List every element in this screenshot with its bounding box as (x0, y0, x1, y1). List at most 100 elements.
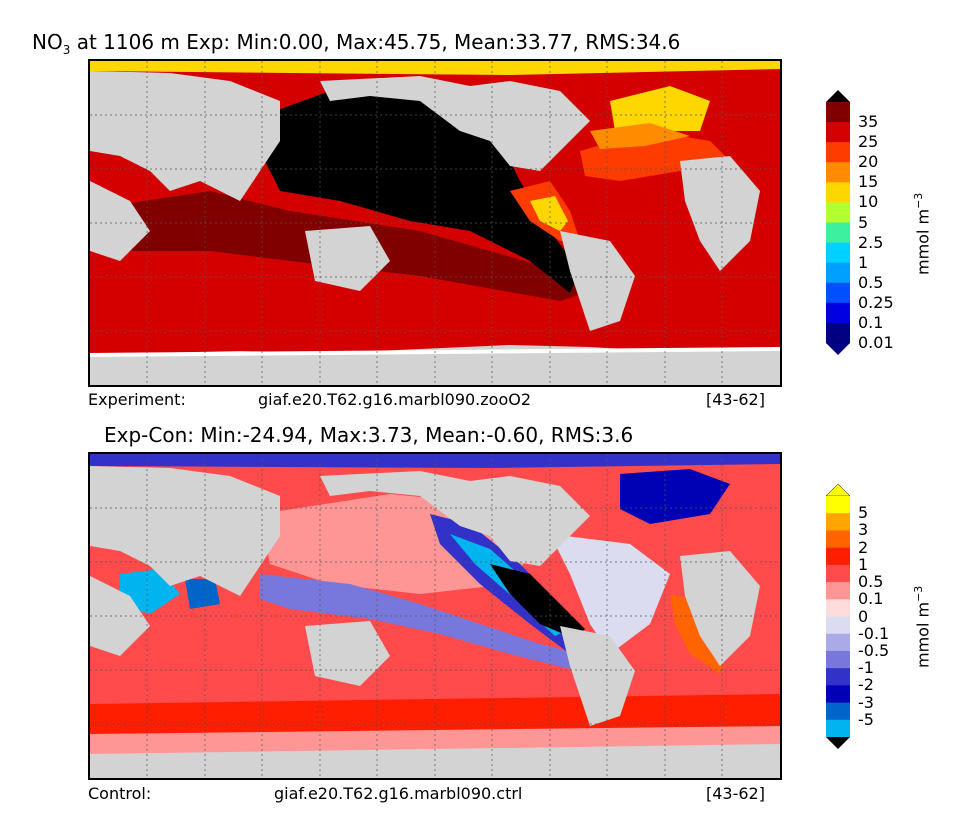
bottom-colorbar-block (826, 599, 850, 617)
top-colorbar-tick-label: 20 (858, 152, 879, 172)
top-australia-land (305, 226, 390, 291)
bottom-units-text: mmol m (913, 601, 933, 668)
top-colorbar-tick-label: 0.1 (858, 312, 884, 332)
top-colorbar-block (826, 102, 850, 123)
top-map (88, 59, 782, 387)
top-west-edge-land (90, 181, 150, 261)
top-footer-case: giaf.e20.T62.g16.marbl090.zooO2 (258, 390, 532, 409)
bottom-colorbar-block (826, 564, 850, 583)
top-footer-label: Experiment: (88, 390, 186, 409)
bottom-north-atlantic-blue (620, 469, 730, 524)
top-colorbar-tick-label: 25 (858, 132, 879, 152)
top-eurasia-land (90, 71, 280, 201)
bottom-colorbar-block (826, 650, 850, 669)
top-gridlines (90, 61, 780, 385)
bottom-colorbar (826, 484, 850, 749)
bottom-colorbar-block (826, 702, 850, 721)
bottom-colorbar-tick-label: -5 (858, 709, 874, 729)
bottom-eurasia-land (90, 466, 280, 596)
top-title-stats: at 1106 m Exp: Min:0.00, Max:45.75, Mean… (70, 30, 681, 54)
bottom-colorbar-block (826, 668, 850, 686)
bottom-atlantic-lavender (550, 534, 670, 654)
top-colorbar-block (826, 302, 850, 324)
bottom-colorbar-tick-label: 2 (858, 537, 869, 557)
top-colorbar-block (826, 262, 850, 284)
top-east-pacific-yellow (530, 196, 568, 231)
top-title-prefix: NO (32, 30, 63, 54)
top-colorbar-block (826, 182, 850, 203)
top-colorbar-tick-label: 0.5 (858, 272, 884, 292)
top-colorbar-tick-label: 0.25 (858, 292, 894, 312)
bottom-footer-years: [43-62] (706, 784, 765, 803)
top-colorbar-blocks (826, 102, 850, 344)
bottom-colorbar-max-arrow (826, 484, 850, 497)
top-colorbar-block (826, 222, 850, 244)
bottom-footer-label: Control: (88, 784, 152, 803)
bottom-colorbar-tick-label: 1 (858, 554, 869, 574)
bottom-map (88, 452, 782, 780)
bottom-colorbar-tick-label: -3 (858, 692, 874, 712)
bottom-colorbar-block (826, 582, 850, 600)
bottom-map-svg (90, 454, 780, 778)
bottom-colorbar-tick-label: -1 (858, 658, 874, 678)
bottom-colorbar-block (826, 496, 850, 514)
bottom-colorbar-tick-label: -2 (858, 675, 874, 695)
bottom-colorbar-tick-label: -0.5 (858, 640, 890, 660)
bottom-colorbar-units: mmol m−3 (912, 586, 932, 668)
top-colorbar-block (826, 242, 850, 264)
bottom-colorbar-blocks (826, 496, 850, 738)
bottom-colorbar-tick-label: 5 (858, 503, 869, 523)
bottom-colorbar-block (826, 547, 850, 566)
top-colorbar-block (826, 322, 850, 344)
top-colorbar-tick-label: 5 (858, 212, 869, 232)
bottom-colorbar-block (826, 685, 850, 704)
top-colorbar-units: mmol m−3 (912, 193, 932, 275)
top-colorbar-tick-label: 2.5 (858, 232, 884, 252)
top-title-subscript: 3 (62, 43, 71, 57)
top-colorbar-block (826, 142, 850, 163)
top-colorbar-block (826, 122, 850, 143)
bottom-north-america-land (320, 471, 590, 566)
bottom-colorbar-min-arrow (826, 737, 850, 749)
bottom-units-exponent: −3 (912, 585, 925, 602)
top-colorbar-block (826, 202, 850, 223)
top-north-atlantic-yellow (610, 86, 710, 131)
top-south-america-land (560, 231, 635, 331)
bottom-equatorial-blue (260, 574, 580, 669)
bottom-colorbar-tick-label: -0.1 (858, 623, 890, 643)
bottom-east-pacific-black (490, 564, 585, 639)
top-colorbar-tick-label: 35 (858, 112, 879, 132)
bottom-colorbar-block (826, 633, 850, 652)
top-colorbar-min-arrow (826, 343, 850, 355)
bottom-africa-land (680, 551, 760, 666)
bottom-colorbar-tick-label: 0 (858, 606, 869, 626)
bottom-colorbar-block (826, 616, 850, 635)
top-north-america-land (320, 76, 590, 171)
top-colorbar (826, 90, 850, 355)
bottom-colorbar-tick-label: 0.1 (858, 589, 884, 609)
top-colorbar-tick-label: 0.01 (858, 333, 894, 352)
bottom-colorbar-block (826, 513, 850, 531)
bottom-colorbar-block (826, 719, 850, 738)
top-africa-land (680, 156, 760, 271)
bottom-footer-case: giaf.e20.T62.g16.marbl090.ctrl (274, 784, 523, 803)
top-colorbar-tick-label: 15 (858, 172, 879, 192)
top-colorbar-block (826, 282, 850, 304)
bottom-south-america-land (560, 626, 635, 726)
bottom-gridlines (90, 454, 780, 778)
top-footer-years: [43-62] (706, 390, 765, 409)
bottom-colorbar-tick-label: 0.5 (858, 572, 884, 592)
bottom-colorbar-block (826, 530, 850, 549)
bottom-colorbar-tick-label: 3 (858, 520, 869, 540)
bottom-bengal-blue (185, 579, 220, 609)
top-colorbar-block (826, 162, 850, 183)
top-colorbar-tick-label: 10 (858, 192, 879, 212)
top-map-svg (90, 61, 780, 385)
top-units-exponent: −3 (912, 192, 925, 209)
top-colorbar-max-arrow (826, 90, 850, 102)
top-pacific-black-core (265, 86, 580, 293)
bottom-panel-title: Exp-Con: Min:-24.94, Max:3.73, Mean:-0.6… (104, 423, 634, 447)
top-panel-title: NO3 at 1106 m Exp: Min:0.00, Max:45.75, … (32, 30, 680, 57)
top-north-atlantic-amber (590, 123, 690, 149)
top-colorbar-tick-label: 1 (858, 252, 869, 272)
